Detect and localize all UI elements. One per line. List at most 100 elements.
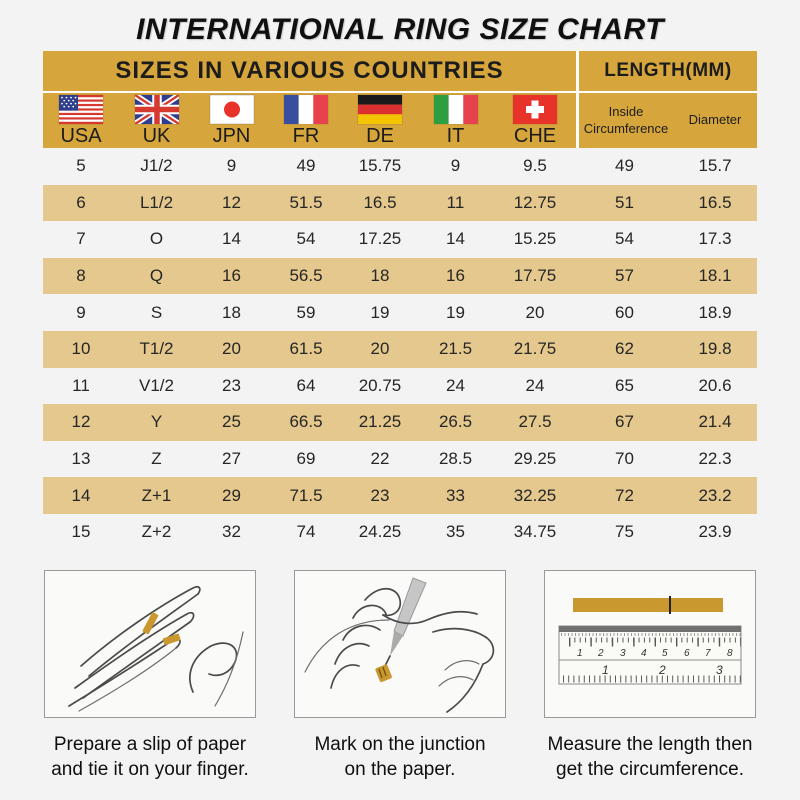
switzerland-flag-icon [513,95,557,124]
table-row: 11 V1/2 23 64 20.75 24 24 65 20.6 [43,368,757,405]
table-cell: 20 [525,302,545,322]
table-cell: 54 [615,229,634,249]
column-header-usa: USA [43,93,119,148]
table-row: 13 Z 27 69 22 28.5 29.25 70 22.3 [43,441,757,478]
country-label-jpn: JPN [212,125,251,147]
table-cell: 23.2 [698,485,732,505]
table-cell: 69 [296,449,316,469]
table-column-header-row: USA UK JPN [43,93,757,148]
table-cell: 15.75 [358,156,402,176]
table-cell: 12.75 [513,192,557,212]
svg-text:8: 8 [727,648,733,659]
table-cell: 5 [76,156,86,176]
table-cell: 26.5 [438,412,473,432]
table-cell: Z+1 [141,485,172,505]
table-cell: 25 [222,412,241,432]
caption-line: Measure the length then [547,733,753,755]
svg-text:2: 2 [597,648,604,659]
column-header-uk: UK [119,93,194,148]
table-cell: 11 [446,192,465,212]
table-cell: O [149,229,164,249]
table-cell: 9 [450,156,461,176]
table-cell: 6 [76,192,86,212]
table-cell: 11 [72,375,90,395]
table-cell: 19.8 [698,339,732,359]
instruction-step-1: Prepare a slip of paper and tie it on yo… [44,569,256,783]
table-cell: 56.5 [289,266,323,286]
svg-text:4: 4 [641,648,647,659]
table-cell: 18 [222,302,241,322]
table-cell: 9 [76,302,86,322]
table-cell: 20 [370,339,390,359]
table-cell: 27 [222,449,241,469]
table-cell: 62 [615,339,634,359]
caption-line: Prepare a slip of paper [53,733,247,755]
column-header-it: IT [417,93,494,148]
table-cell: 28.5 [438,449,473,469]
table-cell: 29 [222,485,241,505]
table-cell: 70 [615,449,634,469]
table-row: 6 L1/2 12 51.5 16.5 11 12.75 51 16.5 [43,184,757,222]
column-header-che: CHE [494,93,576,148]
table-cell: 18.1 [698,266,732,286]
table-cell: 14 [446,229,465,249]
svg-text:2: 2 [658,663,666,677]
table-row: 8 Q 16 56.5 18 16 17.75 57 18.1 [43,257,757,295]
table-cell: 27.5 [518,412,552,432]
table-cell: 18.9 [698,302,732,322]
table-row: 10 T1/2 20 61.5 20 21.5 21.75 62 19.8 [43,330,757,368]
table-cell: 24.25 [358,522,402,542]
table-cell: 22.3 [698,449,732,469]
table-cell: 71.5 [289,485,323,505]
svg-text:7: 7 [705,648,711,659]
svg-text:3: 3 [716,663,723,677]
caption-line: and tie it on your finger. [51,759,249,781]
table-cell: Q [149,266,164,286]
table-cell: 21.5 [438,339,473,359]
instruction-step-2: Mark on the junction on the paper. [294,569,506,783]
table-cell: 24 [446,375,465,395]
table-cell: 64 [296,375,316,395]
table-cell: 12 [71,412,91,432]
table-cell: 15.7 [698,156,732,176]
table-cell: 32 [222,522,241,542]
hand-with-paper-slip-illustration [44,569,256,718]
country-label-de: DE [366,125,394,147]
table-cell: 8 [76,266,86,286]
svg-text:5: 5 [662,648,668,659]
table-cell: 17.25 [358,229,402,249]
table-cell: Z+2 [141,522,172,542]
table-cell: 9 [226,156,237,176]
column-header-de: DE [343,93,417,148]
country-label-fr: FR [292,125,320,147]
table-cell: 20 [222,339,241,359]
table-cell: 21.25 [358,412,402,432]
table-section-header-row: SIZES IN VARIOUS COUNTRIES LENGTH(MM) [43,51,757,93]
ruler-sketch-icon: 1 2 3 4 5 6 7 8 1 2 3 [558,595,742,685]
table-cell: 23 [222,375,241,395]
table-cell: V1/2 [139,375,174,395]
column-header-fr: FR [269,93,343,148]
sizes-section-header: SIZES IN VARIOUS COUNTRIES [115,57,504,84]
table-cell: 16.5 [698,192,732,212]
table-cell: Y [150,412,163,432]
table-cell: 14 [222,229,241,249]
table-cell: 18 [370,266,390,286]
table-cell: 24 [525,375,545,395]
country-label-uk: UK [142,125,171,147]
svg-text:3: 3 [620,648,626,659]
table-cell: 17.75 [513,266,557,286]
table-cell: T1/2 [139,339,174,359]
table-cell: 49 [615,156,634,176]
caption-line: Mark on the junction [314,733,486,755]
hand-sketch-icon [68,585,244,712]
table-row: 9 S 18 59 19 19 20 60 18.9 [43,294,757,331]
instruction-caption-2: Mark on the junction on the paper. [294,732,506,783]
table-cell: 57 [615,266,634,286]
instruction-step-3: 1 2 3 4 5 6 7 8 1 2 3 Measure the length then ge… [544,569,756,783]
table-cell: 35 [446,522,465,542]
table-row: 5 J1/2 9 49 15.75 9 9.5 49 15.7 [43,148,757,185]
table-cell: 15.25 [513,229,557,249]
table-cell: 51 [615,192,634,212]
table-cell: 59 [296,302,316,322]
